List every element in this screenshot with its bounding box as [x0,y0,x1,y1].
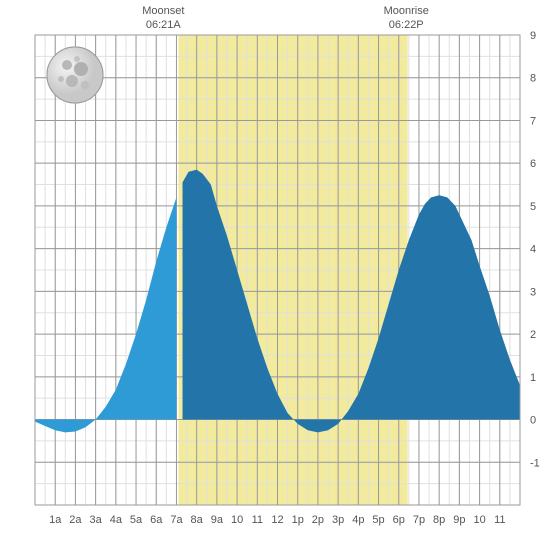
moon-event-label: Moonrise [384,5,429,17]
y-tick-label: 1 [530,372,536,384]
x-tick-label: 6p [393,514,405,526]
x-tick-label: 1p [292,514,304,526]
x-tick-label: 8a [191,514,204,526]
x-tick-label: 5a [130,514,143,526]
y-tick-label: 9 [530,30,536,42]
y-tick-label: 8 [530,73,536,85]
x-tick-label: 11 [252,514,263,526]
y-tick-label: 6 [530,158,536,170]
x-tick-label: 2a [69,514,82,526]
x-tick-label: 7p [413,514,425,526]
x-tick-label: 8p [433,514,445,526]
x-tick-label: 2p [312,514,324,526]
moon-event-time: 06:22P [389,19,424,31]
y-tick-label: 3 [530,286,536,298]
x-tick-label: 3p [332,514,344,526]
y-tick-label: 5 [530,201,536,213]
x-tick-label: 10 [231,514,243,526]
x-tick-label: 5p [372,514,384,526]
tide-chart: -101234567891a2a3a4a5a6a7a8a9a1011121p2p… [0,0,550,550]
y-tick-label: 0 [530,415,536,427]
moon-event-time: 06:21A [146,19,182,31]
y-tick-label: 7 [530,115,536,127]
chart-svg: -101234567891a2a3a4a5a6a7a8a9a1011121p2p… [0,0,550,550]
moon-icon [47,47,103,103]
moon-event-label: Moonset [142,5,184,17]
y-tick-label: 4 [530,244,536,256]
x-tick-label: 9a [211,514,224,526]
x-tick-label: 4p [352,514,364,526]
x-tick-label: 11 [494,514,505,526]
x-tick-label: 12 [271,514,283,526]
x-tick-label: 10 [473,514,485,526]
x-tick-label: 9p [453,514,465,526]
y-tick-label: -1 [530,457,540,469]
x-tick-label: 4a [110,514,123,526]
y-tick-label: 2 [530,329,536,341]
x-tick-label: 7a [170,514,183,526]
x-tick-label: 6a [150,514,163,526]
x-tick-label: 1a [49,514,62,526]
x-tick-label: 3a [90,514,103,526]
